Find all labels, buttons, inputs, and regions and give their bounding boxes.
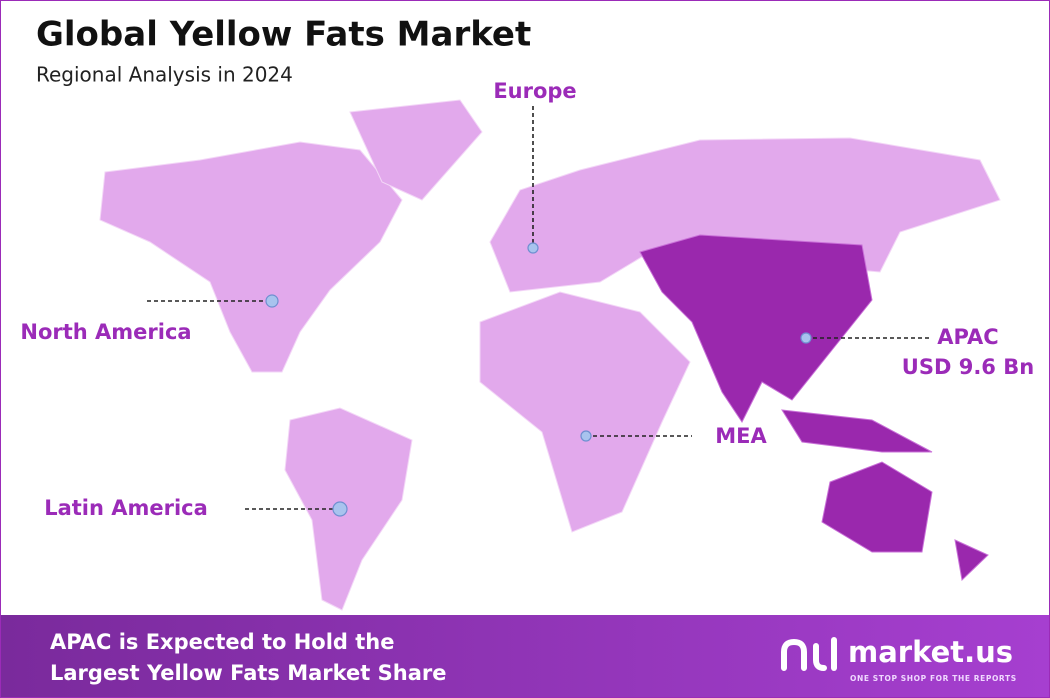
region-label: Latin America <box>44 496 208 520</box>
region-label: APAC <box>937 325 998 349</box>
australia <box>821 461 933 553</box>
footer: APAC is Expected to Hold the Largest Yel… <box>1 615 1049 697</box>
world-map <box>99 99 1001 611</box>
se-asia-islands <box>781 409 933 453</box>
north-america <box>99 141 403 373</box>
asia-pacific <box>639 234 873 423</box>
marker <box>580 430 592 442</box>
footer-text: Largest Yellow Fats Market Share <box>50 661 447 685</box>
region-markers: Europe North America Latin America MEA A… <box>20 79 1034 520</box>
region-value: USD 9.6 Bn <box>902 355 1034 379</box>
marker <box>800 332 812 344</box>
footer-band <box>1 615 1049 697</box>
brand: market.us <box>848 635 1013 669</box>
region-label: North America <box>20 320 191 344</box>
eurasia <box>489 137 1001 293</box>
south-america <box>284 407 413 611</box>
title: Global Yellow Fats Market <box>36 15 531 55</box>
greenland <box>349 99 483 201</box>
region-label: MEA <box>715 424 767 448</box>
marker <box>265 294 279 308</box>
subtitle: Regional Analysis in 2024 <box>36 63 293 87</box>
africa <box>479 291 691 533</box>
logo-icon <box>781 637 837 671</box>
new-zealand <box>954 539 989 582</box>
tagline: ONE STOP SHOP FOR THE REPORTS <box>850 674 1017 683</box>
marker <box>332 501 348 517</box>
region-label: Europe <box>493 79 576 103</box>
footer-text: APAC is Expected to Hold the <box>50 630 395 654</box>
marker <box>527 242 539 254</box>
